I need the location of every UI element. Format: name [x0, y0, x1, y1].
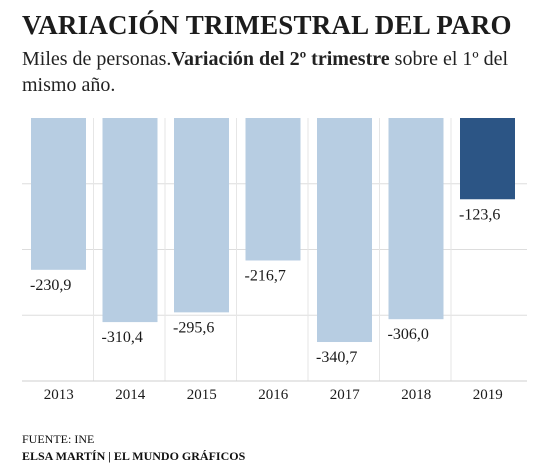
- data-label: -295,6: [173, 319, 214, 336]
- data-label: -340,7: [316, 349, 357, 366]
- chart-title: VARIACIÓN TRIMESTRAL DEL PARO: [22, 10, 512, 40]
- x-tick-label: 2018: [401, 387, 431, 403]
- subtitle-rest: sobre el 1º del mismo año.: [22, 48, 509, 96]
- x-tick-label: 2017: [330, 387, 361, 403]
- bar-2018: [388, 118, 444, 320]
- bar-2017: [317, 118, 372, 343]
- data-label: -216,7: [245, 267, 286, 284]
- x-tick-label: 2014: [115, 387, 146, 403]
- subtitle-bold: Variación del 2º trimestre: [171, 48, 390, 70]
- x-tick-label: 2013: [44, 387, 74, 403]
- author-credit: ELSA MARTÍN | EL MUNDO GRÁFICOS: [22, 449, 246, 463]
- data-label: -123,6: [459, 206, 500, 223]
- x-tick-label: 2016: [258, 387, 289, 403]
- data-label: -310,4: [102, 329, 143, 346]
- data-label: -306,0: [388, 326, 429, 343]
- data-label: -230,9: [30, 277, 71, 294]
- bar-2015: [174, 118, 229, 313]
- bar-2016: [245, 118, 301, 261]
- bar-2013: [31, 118, 86, 270]
- source-note: FUENTE: INE: [22, 432, 95, 446]
- subtitle-lead: Miles de personas.: [22, 48, 172, 70]
- bar-2014: [102, 118, 158, 323]
- chart-subtitle: Miles de personas.Variación del 2º trime…: [22, 46, 527, 98]
- x-tick-label: 2019: [473, 387, 503, 403]
- bar-2019: [460, 118, 515, 200]
- x-tick-label: 2015: [187, 387, 217, 403]
